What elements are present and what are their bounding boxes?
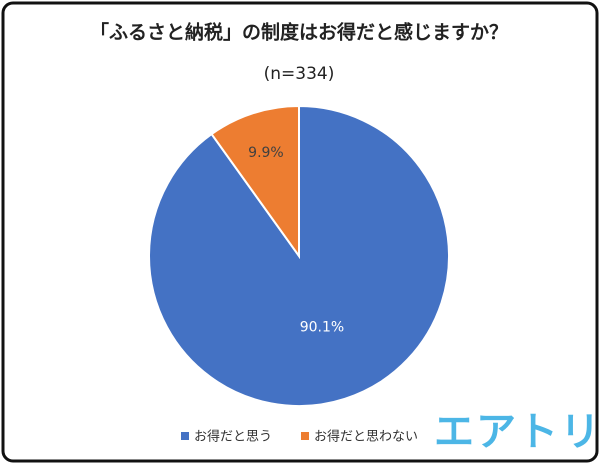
chart-title: 「ふるさと納税」の制度はお得だと感じますか？ <box>90 21 508 44</box>
legend-label: お得だと思う <box>194 429 272 445</box>
legend-swatch <box>301 432 309 440</box>
data-label: 90.1% <box>300 319 344 335</box>
pie-slice <box>210 104 300 260</box>
legend-swatch <box>181 432 189 440</box>
data-label: 9.9% <box>248 145 284 161</box>
pie-slice <box>148 104 450 407</box>
logo: エアトリ <box>434 409 600 455</box>
chart-subtitle: (n=334) <box>264 64 335 84</box>
legend-label: お得だと思わない <box>314 429 418 445</box>
